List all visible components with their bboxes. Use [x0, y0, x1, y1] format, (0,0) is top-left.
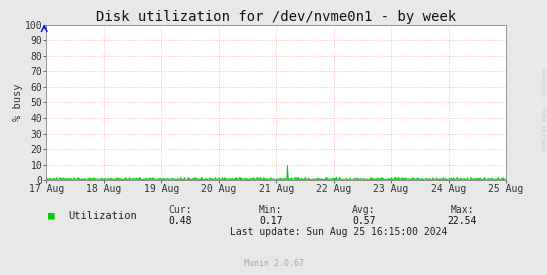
Text: 0.48: 0.48: [169, 216, 192, 226]
Text: 0.57: 0.57: [352, 216, 375, 226]
Text: Munin 2.0.67: Munin 2.0.67: [243, 260, 304, 268]
Text: Last update: Sun Aug 25 16:15:00 2024: Last update: Sun Aug 25 16:15:00 2024: [230, 227, 448, 237]
Text: Min:: Min:: [259, 205, 282, 215]
Y-axis label: % busy: % busy: [13, 84, 24, 121]
Text: Max:: Max:: [451, 205, 474, 215]
Text: RRDTOOL / TOBI OETIKER: RRDTOOL / TOBI OETIKER: [540, 69, 546, 151]
Text: 0.17: 0.17: [259, 216, 282, 226]
Text: ■: ■: [48, 211, 55, 221]
Text: 22.54: 22.54: [447, 216, 477, 226]
Text: Utilization: Utilization: [68, 211, 137, 221]
Text: Cur:: Cur:: [169, 205, 192, 215]
Text: Avg:: Avg:: [352, 205, 375, 215]
Title: Disk utilization for /dev/nvme0n1 - by week: Disk utilization for /dev/nvme0n1 - by w…: [96, 10, 456, 24]
